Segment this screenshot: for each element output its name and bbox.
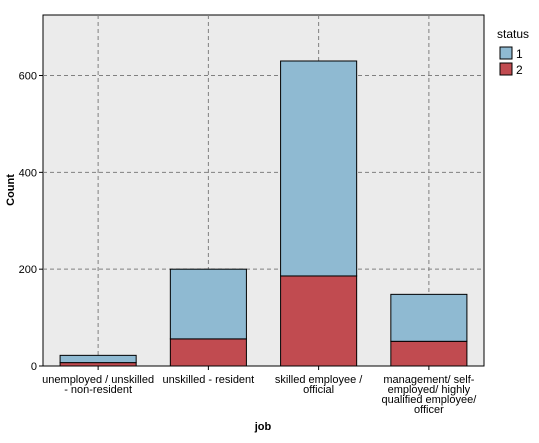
bar-segment-status-1	[280, 60, 358, 277]
legend-swatch-status-1	[499, 46, 513, 60]
x-tick-label: skilled employee / official	[275, 374, 363, 396]
x-tick-label: unemployed / unskilled - non-resident	[42, 374, 154, 396]
legend-label-status-1: 1	[516, 47, 523, 61]
bar-segment-status-1	[169, 268, 247, 340]
x-axis-ticks: unemployed / unskilled - non-resident unsk…	[42, 366, 477, 416]
bar-segment-status-2	[390, 340, 468, 367]
bars	[59, 60, 468, 367]
y-tick-label: 200	[19, 264, 37, 276]
y-axis-ticks: 0 200 400 600	[19, 71, 43, 373]
x-tick-label: management/ self-employed/ highly qualifi…	[381, 374, 477, 416]
legend-swatch-status-2	[499, 62, 513, 76]
legend-label-status-2: 2	[516, 63, 523, 77]
legend: status 12	[497, 27, 529, 77]
legend-items: 12	[499, 46, 523, 77]
y-tick-label: 0	[31, 361, 37, 373]
y-tick-label: 400	[19, 167, 37, 179]
y-tick-label: 600	[19, 71, 37, 83]
y-axis-title: Count	[5, 174, 17, 206]
x-tick-label: unskilled - resident	[163, 374, 255, 386]
bar-segment-status-1	[390, 293, 468, 342]
bar-segment-status-2	[280, 275, 358, 367]
bar-segment-status-2	[169, 338, 247, 367]
legend-title: status	[497, 27, 529, 41]
bar-segment-status-2	[59, 362, 137, 367]
bar-segment-status-1	[59, 354, 137, 364]
x-axis-title: job	[254, 421, 272, 433]
